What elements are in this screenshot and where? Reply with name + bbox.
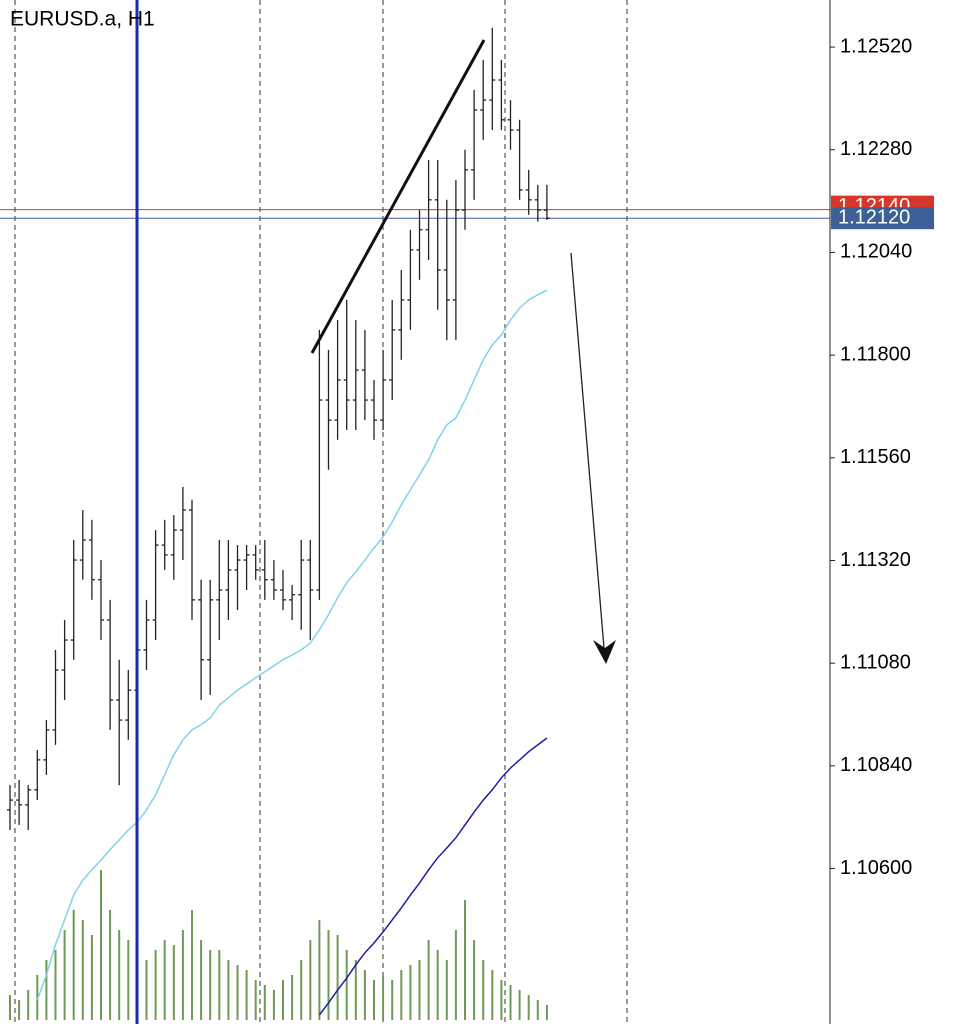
- volume-bar: [218, 950, 221, 1020]
- volume-bar: [181, 930, 184, 1020]
- volume-bar: [272, 990, 275, 1020]
- volume-bar: [327, 930, 330, 1020]
- volume-bar: [109, 910, 112, 1020]
- y-tick-label: 1.11800: [840, 343, 911, 365]
- volume-bar: [282, 980, 284, 1020]
- volume-bar: [9, 995, 11, 1020]
- volume-bar: [518, 990, 521, 1020]
- volume-bar: [445, 960, 448, 1020]
- volume-bar: [418, 960, 421, 1020]
- volume-bar: [72, 910, 75, 1020]
- volume-bar: [427, 940, 430, 1020]
- volume-bar: [482, 960, 485, 1020]
- volume-bar: [163, 940, 166, 1020]
- volume-bar: [500, 980, 503, 1020]
- volume-bar: [400, 970, 403, 1020]
- volume-bar: [436, 950, 439, 1020]
- volume-bar: [545, 1005, 548, 1020]
- chart-title: EURUSD.a, H1: [10, 8, 155, 31]
- volume-bar: [90, 935, 93, 1020]
- volume-bar: [154, 950, 157, 1020]
- arrow-head: [593, 640, 616, 664]
- volume-bar: [491, 970, 494, 1020]
- y-tick-label: 1.10600: [840, 857, 912, 879]
- bid-label: 1.12120: [838, 206, 910, 228]
- volume-bar: [45, 960, 48, 1020]
- volume-bar: [454, 930, 457, 1020]
- bid-label-box: [831, 207, 934, 230]
- volume-bar: [227, 960, 230, 1020]
- volume-bar: [363, 970, 366, 1020]
- volume-bar: [309, 940, 312, 1020]
- volume-bar: [200, 940, 203, 1020]
- volume-bar: [63, 930, 66, 1020]
- volume-bar: [291, 975, 294, 1020]
- volume-bar: [81, 920, 84, 1020]
- volume-bar: [36, 975, 39, 1020]
- y-tick-label: 1.12520: [840, 35, 912, 57]
- volume-bar: [118, 930, 121, 1020]
- volume-bar: [354, 960, 357, 1020]
- volume-bar: [172, 945, 175, 1020]
- volume-bar: [18, 1000, 21, 1020]
- y-tick-label: 1.12040: [840, 241, 912, 263]
- price-axis: 1.12520 1.12280 1.12040 1.11800 1.11560 1.113…: [830, 35, 934, 879]
- y-tick-label: 1.10840: [840, 754, 912, 776]
- volume-bar: [100, 870, 102, 1020]
- volume-bar: [382, 975, 385, 1020]
- moving-average: [318, 737, 548, 1016]
- y-tick-label: 1.11320: [840, 549, 911, 571]
- volume-bar: [318, 920, 321, 1020]
- volume-bar: [464, 900, 466, 1020]
- volume-bar: [473, 940, 476, 1020]
- volume-bar: [209, 950, 212, 1020]
- volume-bar: [263, 985, 266, 1020]
- session-separators: [14, 0, 628, 1024]
- volume-bar: [336, 935, 339, 1020]
- volume-bar: [127, 940, 130, 1020]
- volume-bar: [27, 990, 30, 1020]
- volume-bar: [391, 980, 394, 1020]
- volume-bar: [245, 970, 248, 1020]
- volume-bar: [409, 965, 412, 1020]
- y-tick-label: 1.11080: [840, 651, 911, 673]
- volume-bar: [236, 965, 239, 1020]
- volume-bar: [145, 960, 148, 1020]
- volume-bar: [536, 1000, 539, 1020]
- y-tick-label: 1.12280: [840, 138, 912, 160]
- volume-bar: [54, 950, 57, 1020]
- moving-average: [36, 289, 548, 1001]
- volume-bar: [345, 950, 348, 1020]
- volume-bar: [254, 980, 257, 1020]
- volume-bar: [509, 985, 512, 1020]
- arrow-line: [570, 252, 605, 649]
- volume-bar: [527, 995, 530, 1020]
- volume-bar: [191, 910, 193, 1020]
- y-tick-label: 1.11560: [840, 446, 911, 468]
- plot-area: [0, 27, 830, 1020]
- volume-bar: [300, 960, 303, 1020]
- volume-bar: [373, 980, 375, 1020]
- trend-line: [310, 39, 486, 354]
